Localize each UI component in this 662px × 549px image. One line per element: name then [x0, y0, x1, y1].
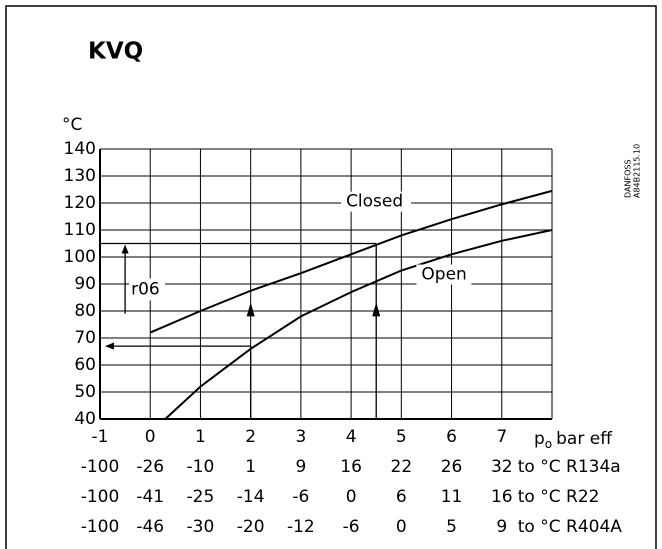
side-text-line: DANFOSS — [624, 159, 633, 198]
scale-value: 11 — [441, 487, 463, 507]
x-tick-label: 3 — [295, 427, 306, 447]
scale-value: 16 — [340, 457, 362, 477]
frame — [5, 5, 657, 549]
arrow-head — [372, 302, 381, 317]
series-line — [149, 189, 553, 334]
scale-value: 22 — [391, 457, 413, 477]
y-tick-label: 140 — [64, 139, 96, 159]
scale-label: to °C R22 — [518, 487, 600, 507]
x-axis-label-unit: bar eff — [556, 429, 613, 449]
scale-value: -100 — [81, 457, 120, 477]
x-axis-label-sub: o — [545, 437, 552, 451]
label-bg — [416, 264, 472, 285]
scale-value: -10 — [187, 457, 215, 477]
scale-value: 26 — [441, 457, 463, 477]
series-label: Closed — [346, 192, 403, 212]
scale-label: to °C R404A — [518, 517, 623, 537]
series-line — [164, 229, 553, 420]
y-tick-label: 60 — [74, 355, 96, 375]
side-text-line: A84B2115.10 — [633, 144, 642, 198]
y-tick-label: 70 — [74, 328, 96, 348]
y-axis-label: °C — [62, 115, 82, 135]
label-bg — [341, 191, 412, 212]
x-tick-label: 2 — [245, 427, 256, 447]
y-tick-label: 120 — [64, 193, 96, 213]
scale-value: -6 — [343, 517, 360, 537]
scale-value: 6 — [396, 487, 407, 507]
scale-value: -14 — [237, 487, 265, 507]
y-tick-label: 80 — [74, 301, 96, 321]
y-tick-label: 40 — [74, 409, 96, 429]
scale-value: -30 — [187, 517, 215, 537]
y-tick-label: 130 — [64, 166, 96, 186]
x-tick-label: 7 — [496, 427, 507, 447]
x-tick-label: -1 — [92, 427, 109, 447]
scale-value: -25 — [187, 487, 215, 507]
scale-value: 32 — [491, 457, 513, 477]
x-axis-label: po bar eff — [534, 429, 613, 451]
x-tick-label: 1 — [195, 427, 206, 447]
annotation: r06 — [131, 279, 160, 299]
scale-value: -20 — [237, 517, 265, 537]
label-bg — [129, 278, 166, 301]
scale-value: -12 — [287, 517, 315, 537]
x-tick-label: 4 — [346, 427, 357, 447]
scale-value: 1 — [245, 457, 256, 477]
scale-value: -100 — [81, 517, 120, 537]
y-tick-label: 90 — [74, 274, 96, 294]
scale-label: to °C R134a — [518, 457, 621, 477]
side-text: DANFOSS A84B2115.10 — [624, 144, 642, 198]
chart-title: KVQ — [88, 39, 143, 65]
x-axis-label-main: p — [534, 429, 545, 449]
scale-value: 16 — [491, 487, 513, 507]
scale-value: -26 — [136, 457, 164, 477]
series-label: Open — [421, 265, 466, 285]
scale-value: 5 — [446, 517, 457, 537]
y-tick-label: 50 — [74, 382, 96, 402]
x-tick-label: 6 — [446, 427, 457, 447]
y-tick-label: 110 — [64, 220, 96, 240]
scale-value: -46 — [136, 517, 164, 537]
scale-value: 0 — [346, 487, 357, 507]
scale-value: 0 — [396, 517, 407, 537]
scale-value: -6 — [292, 487, 309, 507]
x-tick-label: 0 — [145, 427, 156, 447]
x-tick-label: 5 — [396, 427, 407, 447]
scale-value: 9 — [496, 517, 507, 537]
scale-value: -100 — [81, 487, 120, 507]
arrow-head — [246, 302, 255, 317]
scale-value: -41 — [136, 487, 164, 507]
scale-value: 9 — [295, 457, 306, 477]
y-tick-label: 100 — [64, 247, 96, 267]
